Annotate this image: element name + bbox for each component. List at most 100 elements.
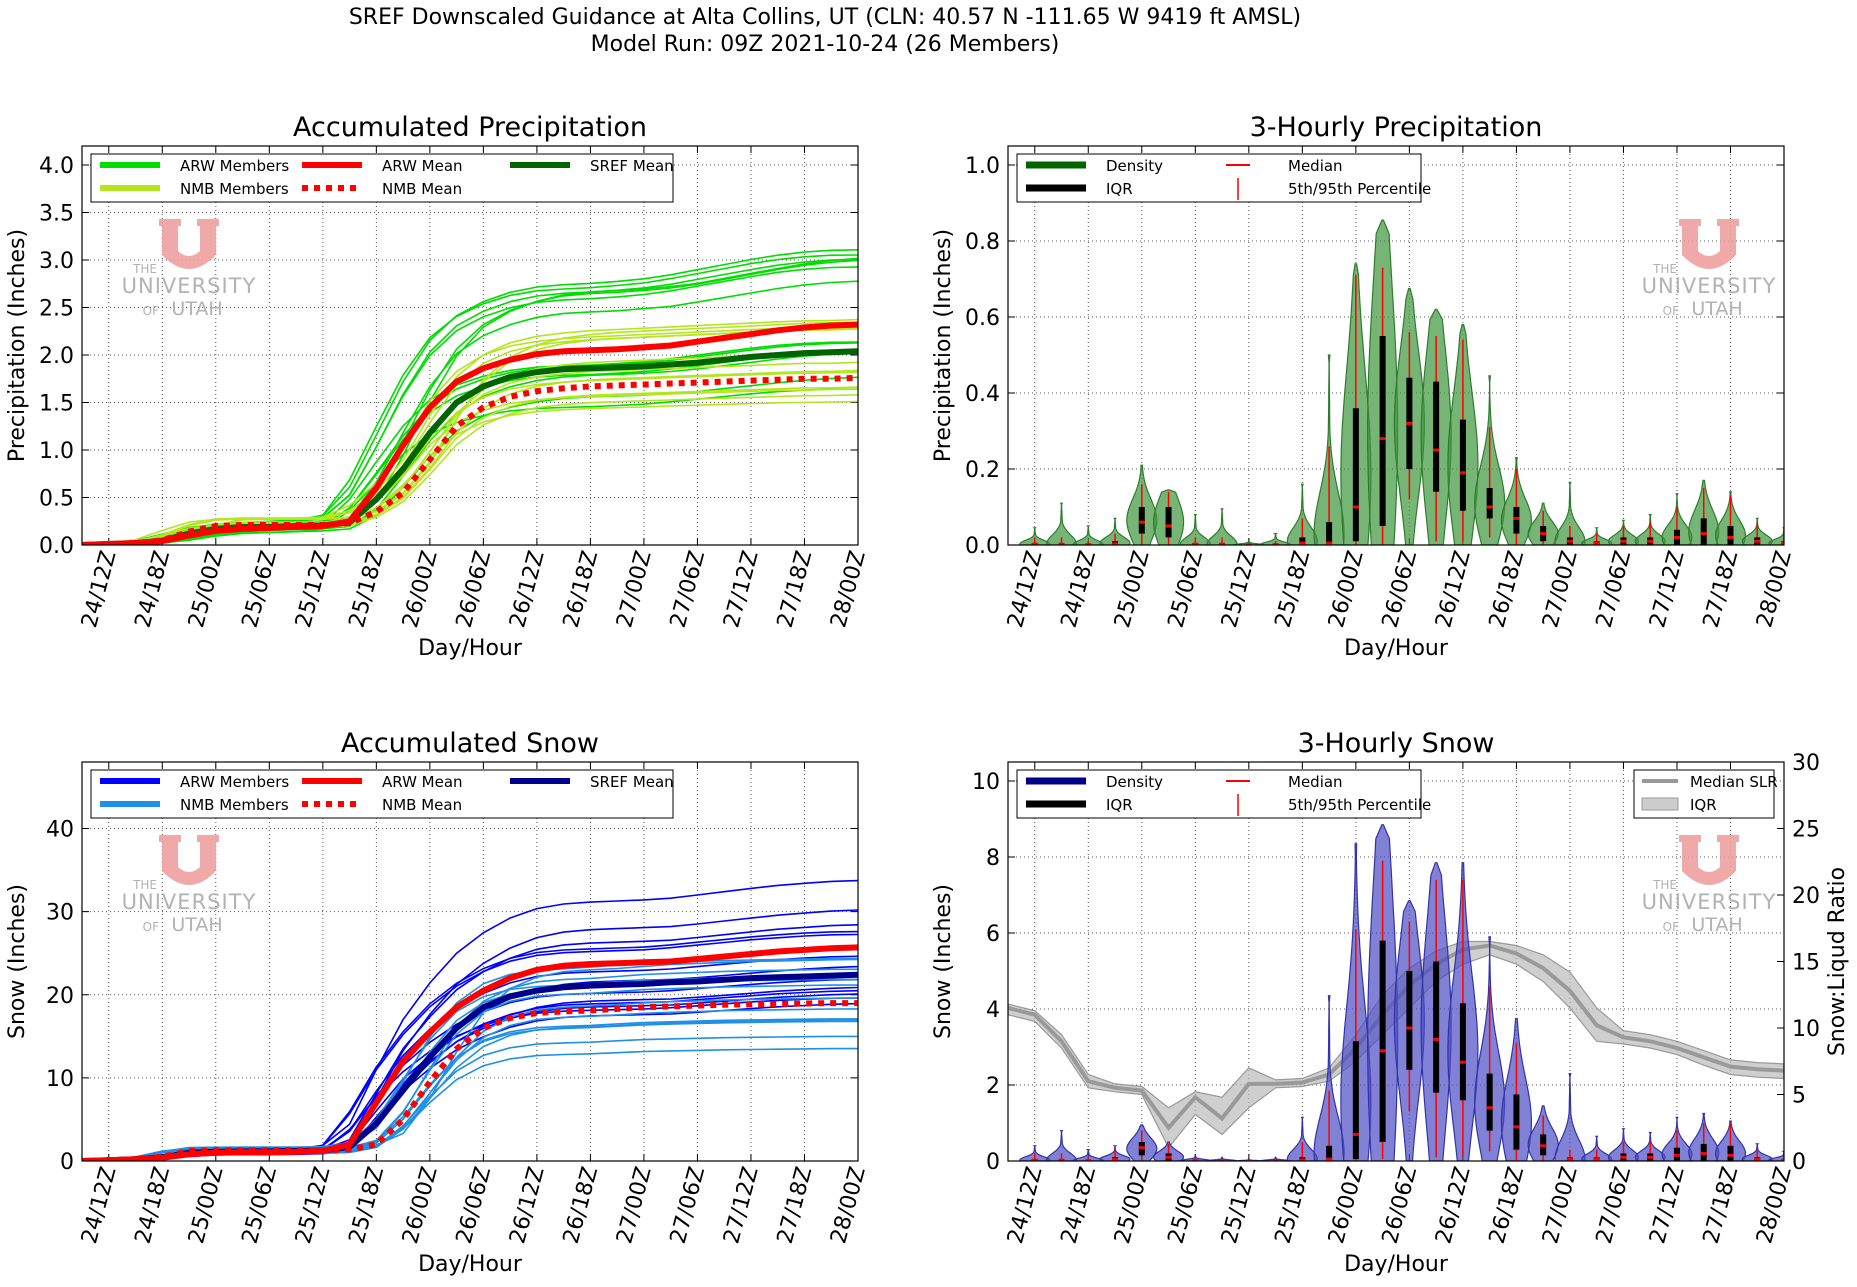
violin xyxy=(1286,1116,1318,1161)
y-right-tick-label: 10 xyxy=(1792,1017,1820,1042)
plot-frame xyxy=(1007,761,1785,1162)
y-axis-label: Precipitation (Inches) xyxy=(931,229,956,462)
logo-serif-right xyxy=(197,835,219,842)
x-tick-label: 25/18Z xyxy=(345,548,389,630)
x-tick-label: 24/12Z xyxy=(1003,1164,1047,1246)
y-tick-label: 2.0 xyxy=(39,344,74,369)
logo-text-university: UNIVERSITY xyxy=(122,890,257,914)
violin xyxy=(1768,527,1784,545)
violin xyxy=(1179,513,1211,545)
slr-iqr-band xyxy=(1008,940,1784,1149)
legend-label: Density xyxy=(1106,157,1163,175)
violin xyxy=(1019,1145,1051,1161)
x-tick-label: 25/00Z xyxy=(184,548,228,630)
y-right-tick-label: 30 xyxy=(1792,751,1820,776)
x-axis-label: Day/Hour xyxy=(1344,636,1449,661)
x-tick-label: 25/12Z xyxy=(291,1164,335,1246)
legend-box xyxy=(90,153,674,203)
violin xyxy=(1259,532,1292,545)
violin xyxy=(1474,936,1506,1161)
violin xyxy=(1366,219,1399,545)
violin xyxy=(1019,527,1051,545)
violin xyxy=(1714,1120,1747,1161)
x-tick-label: 27/18Z xyxy=(773,548,817,630)
logo-text-of: OF xyxy=(143,920,159,934)
legend-label: 5th/95th Percentile xyxy=(1288,180,1431,198)
legend-label: IQR xyxy=(1106,180,1133,198)
legend: Density IQR Median 5th/95th Percentile xyxy=(1016,769,1431,819)
violin xyxy=(1420,308,1452,545)
violin xyxy=(1607,519,1640,545)
member-line xyxy=(82,1002,858,1161)
violin-density xyxy=(1581,1135,1613,1161)
x-tick-label: 26/06Z xyxy=(452,1164,496,1246)
violin-density xyxy=(1768,1150,1784,1161)
member-line xyxy=(82,978,858,1161)
violin xyxy=(1366,824,1399,1161)
violin xyxy=(1527,1105,1559,1161)
violin xyxy=(1688,1112,1720,1161)
logo-text-of: OF xyxy=(1663,920,1679,934)
x-tick-label: 25/18Z xyxy=(1271,1164,1315,1246)
member-line xyxy=(82,957,858,1161)
series-line-nmb-mean xyxy=(82,1000,858,1161)
x-tick-label: 25/00Z xyxy=(1110,548,1154,630)
violin xyxy=(1554,1072,1586,1161)
y-tick-label: 0.0 xyxy=(965,534,1000,559)
logo-u-shape xyxy=(162,221,216,269)
x-tick-label: 27/12Z xyxy=(1645,548,1689,630)
legend-box xyxy=(90,769,674,819)
violin-density xyxy=(1099,517,1131,545)
member-line xyxy=(82,975,858,1161)
violin-density xyxy=(1286,1116,1318,1161)
figure-title-line1: SREF Downscaled Guidance at Alta Collins… xyxy=(348,5,1302,30)
logo-serif-right xyxy=(1717,835,1739,842)
plot-area xyxy=(82,249,858,545)
x-tick-label: 27/06Z xyxy=(1592,1164,1636,1246)
violin xyxy=(1072,1148,1104,1161)
series-line-nmb-mean xyxy=(82,374,858,545)
legend-label: SREF Mean xyxy=(590,773,674,791)
y-tick-label: 1.0 xyxy=(965,154,1000,179)
logo-u-shape xyxy=(1682,221,1736,269)
x-tick-label: 26/12Z xyxy=(1431,548,1475,630)
x-tick-label: 26/18Z xyxy=(559,1164,603,1246)
y-right-tick-label: 0 xyxy=(1792,1150,1806,1175)
logo-serif-left xyxy=(159,219,181,226)
violin xyxy=(1152,1141,1185,1161)
legend-label: Median xyxy=(1288,773,1343,791)
logo-serif-left xyxy=(159,835,181,842)
violin xyxy=(1126,464,1158,545)
violin xyxy=(1741,1143,1773,1161)
logo-text-the: THE xyxy=(1652,878,1677,892)
violin-density xyxy=(1554,481,1586,545)
member-line xyxy=(82,1047,858,1161)
plot-frame xyxy=(81,761,859,1162)
violin-density xyxy=(1045,1129,1078,1161)
x-axis-label: Day/Hour xyxy=(418,636,523,661)
y-tick-label: 0.6 xyxy=(965,306,1000,331)
x-tick-label: 24/12Z xyxy=(77,548,121,630)
plot-area xyxy=(1019,219,1784,545)
member-line xyxy=(82,1035,858,1161)
violin xyxy=(1045,1129,1078,1161)
violin xyxy=(1447,862,1479,1161)
member-line xyxy=(82,978,858,1161)
y-tick-label: 2.5 xyxy=(39,297,74,322)
plot-area xyxy=(1008,824,1784,1161)
logo-text-university: UNIVERSITY xyxy=(122,274,257,298)
legend-label: ARW Mean xyxy=(382,773,463,791)
violin xyxy=(1741,517,1773,545)
violin xyxy=(1340,843,1372,1161)
acc-snow-panel: Accumulated Snow 24/12Z 24/18Z 25/00Z 25/06Z… xyxy=(5,728,871,1277)
violin-density xyxy=(1286,483,1318,545)
x-tick-label: 24/18Z xyxy=(1057,548,1101,630)
figure-title-line2: Model Run: 09Z 2021-10-24 (26 Members) xyxy=(590,32,1060,57)
x-tick-label: 27/06Z xyxy=(1592,548,1636,630)
y-tick-label: 8 xyxy=(986,846,1000,871)
x-tick-label: 26/18Z xyxy=(559,548,603,630)
violin-density xyxy=(1206,508,1238,545)
legend-label: Density xyxy=(1106,773,1163,791)
